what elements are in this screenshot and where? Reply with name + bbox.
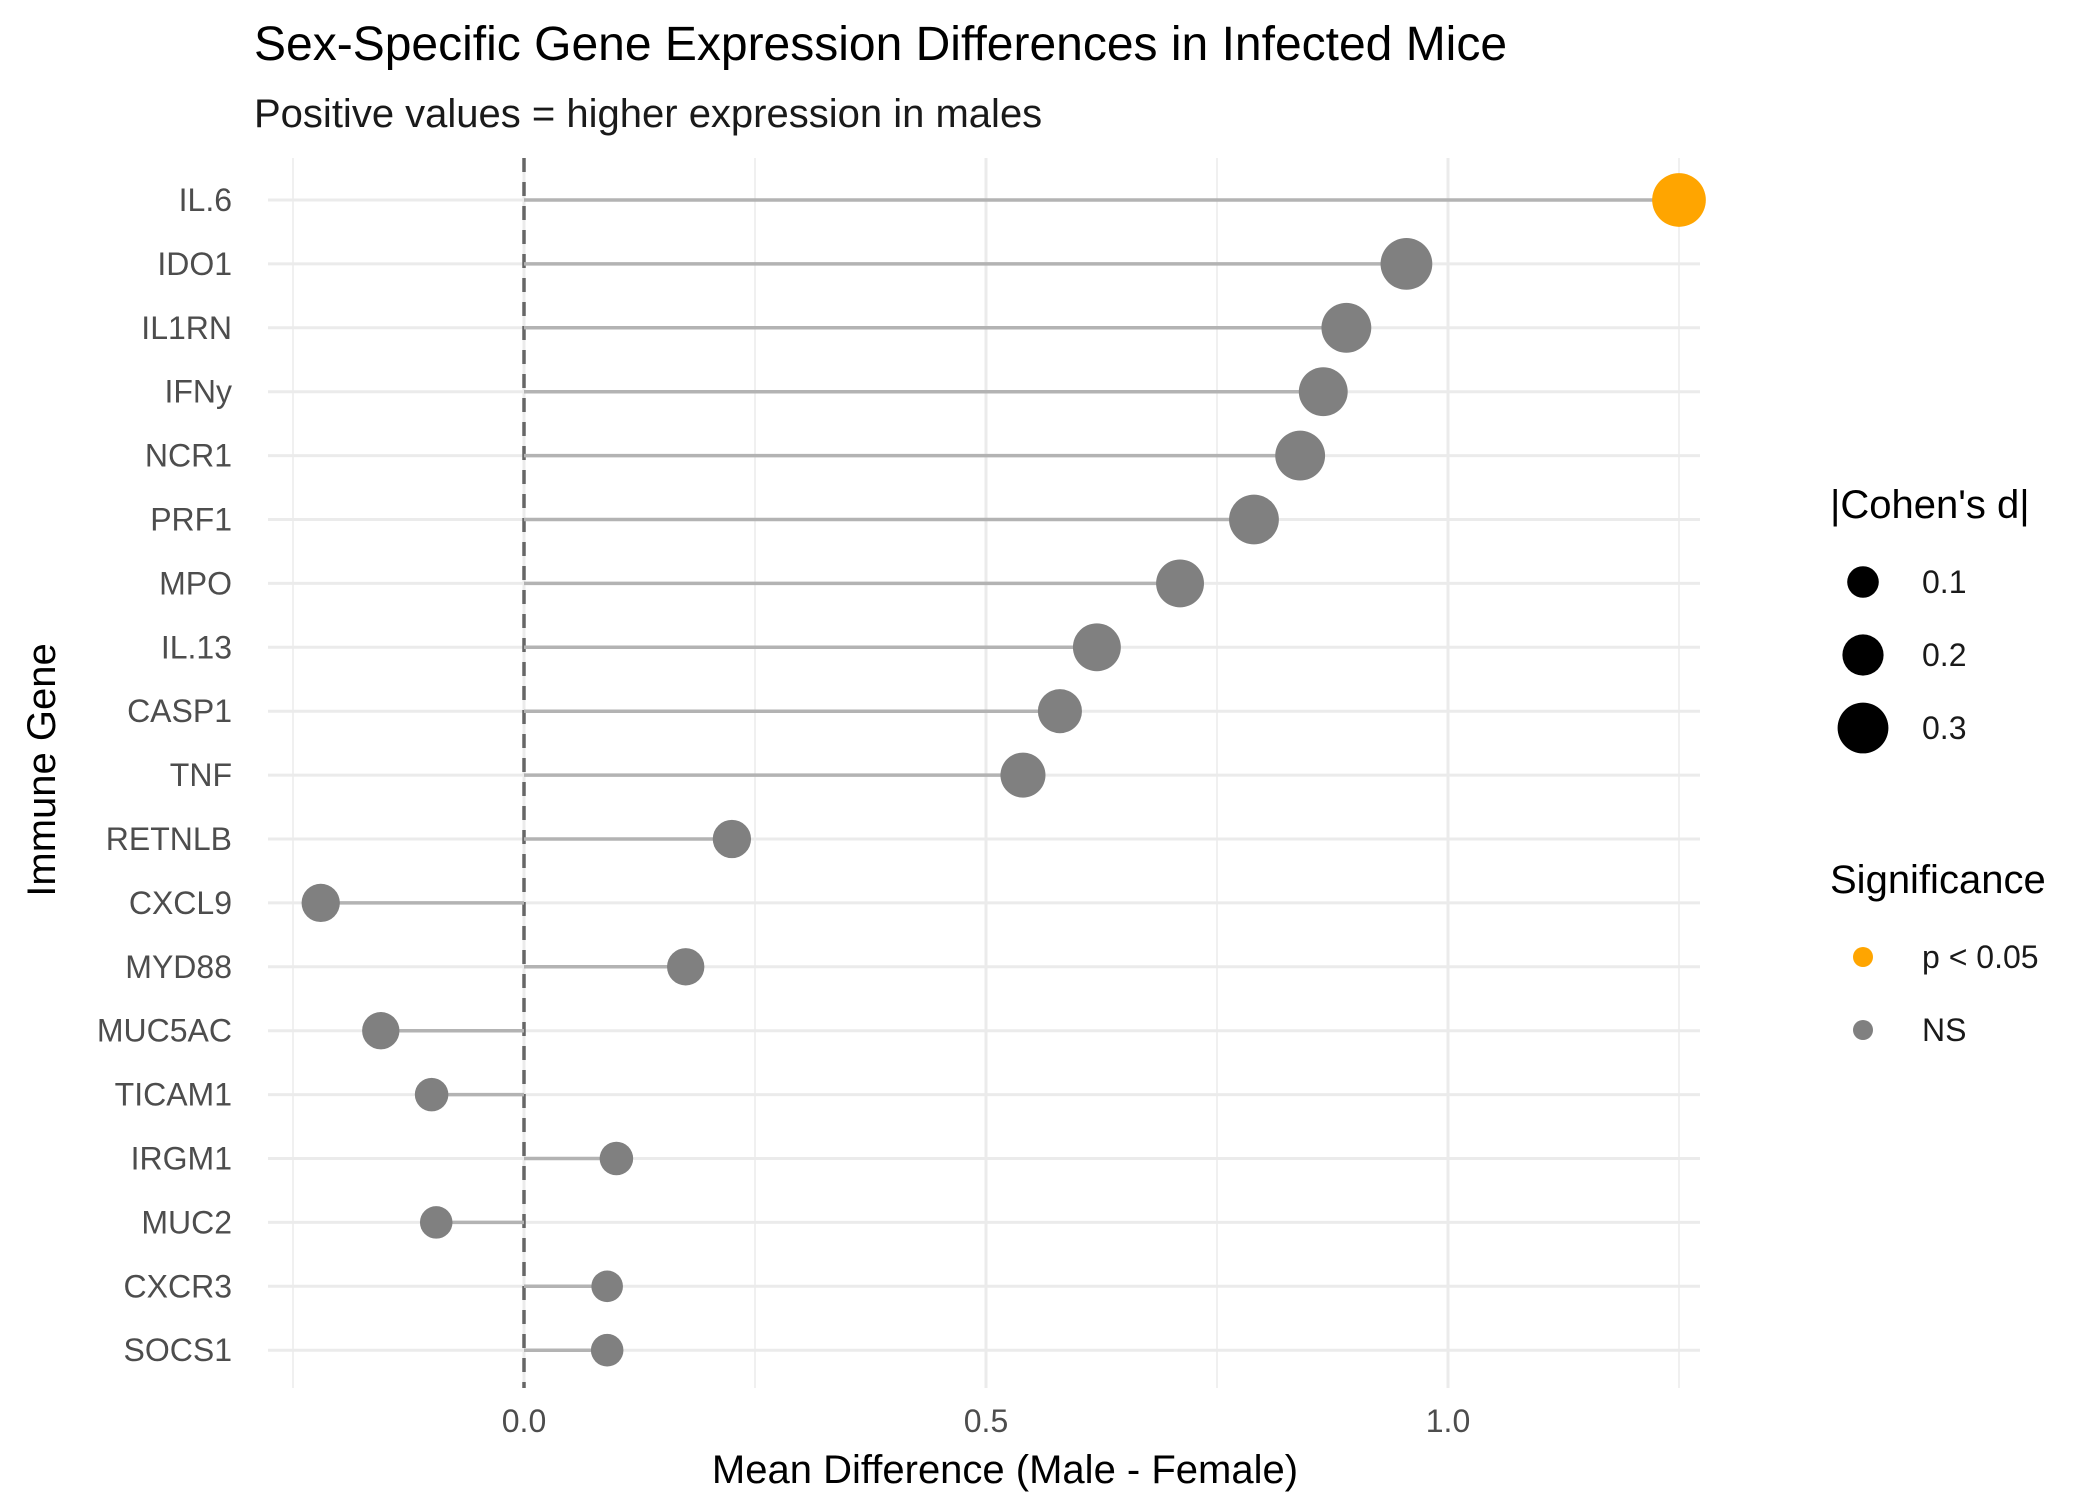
y-tick-label: IRGM1 xyxy=(131,1141,232,1177)
grid-layer xyxy=(268,158,1700,1388)
y-tick-label: IL.13 xyxy=(161,629,232,665)
lollipop-point xyxy=(1275,430,1326,481)
size-legend-label: 0.2 xyxy=(1922,637,1966,673)
size-legend-label: 0.1 xyxy=(1922,564,1966,600)
color-legend: Significance p < 0.05 NS xyxy=(1830,858,2046,1048)
x-tick-labels: 0.0 0.5 1.0 xyxy=(502,1403,1470,1439)
lollipop-point xyxy=(301,883,340,923)
stem-layer xyxy=(320,198,1679,1352)
point-layer xyxy=(301,173,1706,1367)
y-tick-label: MUC5AC xyxy=(97,1013,232,1049)
lollipop-point xyxy=(667,948,705,986)
lollipop-point xyxy=(1037,689,1082,734)
lollipop-point xyxy=(414,1077,449,1112)
y-tick-label: MUC2 xyxy=(141,1204,232,1240)
lollipop-point xyxy=(1156,559,1205,608)
y-tick-label: CXCR3 xyxy=(124,1268,232,1304)
y-tick-label: MPO xyxy=(159,565,232,601)
y-tick-label: IL1RN xyxy=(141,310,232,346)
x-tick-label: 0.0 xyxy=(502,1403,546,1439)
y-tick-label: PRF1 xyxy=(150,502,232,538)
size-legend: |Cohen's d| 0.1 0.2 0.3 xyxy=(1830,483,2030,754)
lollipop-point xyxy=(1000,752,1046,798)
lollipop-point xyxy=(1072,623,1121,672)
lollipop-point xyxy=(1652,173,1706,227)
y-tick-label: CASP1 xyxy=(127,693,232,729)
y-tick-label: NCR1 xyxy=(145,438,232,474)
lollipop-point xyxy=(419,1206,453,1239)
y-tick-label: CXCL9 xyxy=(129,885,232,921)
size-legend-key xyxy=(1847,566,1879,598)
size-legend-title: |Cohen's d| xyxy=(1830,483,2030,527)
y-tick-label: MYD88 xyxy=(125,949,232,985)
x-axis-title: Mean Difference (Male - Female) xyxy=(712,1448,1298,1492)
x-tick-label: 1.0 xyxy=(1426,1403,1470,1439)
y-tick-label: SOCS1 xyxy=(124,1332,232,1368)
lollipop-point xyxy=(590,1333,624,1367)
chart-title: Sex-Specific Gene Expression Differences… xyxy=(254,18,1507,71)
lollipop-point xyxy=(712,819,752,859)
x-tick-label: 0.5 xyxy=(964,1403,1008,1439)
lollipop-point xyxy=(591,1270,623,1303)
size-legend-key xyxy=(1842,634,1884,676)
color-legend-label: NS xyxy=(1922,1012,1966,1048)
y-tick-labels: IL.6 IDO1 IL1RN IFNy NCR1 PRF1 MPO IL.13 CASP1 TN… xyxy=(97,182,232,1368)
lollipop-point xyxy=(1380,238,1433,290)
y-tick-label: IL.6 xyxy=(179,182,232,218)
chart-subtitle: Positive values = higher expression in m… xyxy=(254,92,1042,136)
y-tick-label: RETNLB xyxy=(106,821,232,857)
y-tick-label: IDO1 xyxy=(157,246,232,282)
color-legend-key xyxy=(1853,1020,1873,1040)
y-tick-label: TICAM1 xyxy=(115,1077,232,1113)
lollipop-point xyxy=(1298,367,1348,417)
y-axis-title: Immune Gene xyxy=(20,643,64,896)
y-tick-label: IFNy xyxy=(164,374,232,410)
lollipop-point xyxy=(1321,302,1372,353)
lollipop-point xyxy=(362,1012,400,1050)
size-legend-label: 0.3 xyxy=(1922,710,1966,746)
lollipop-point xyxy=(599,1141,634,1176)
color-legend-title: Significance xyxy=(1830,858,2046,902)
lollipop-point xyxy=(1229,494,1279,545)
color-legend-key xyxy=(1853,947,1873,967)
size-legend-key xyxy=(1837,702,1889,754)
color-legend-label: p < 0.05 xyxy=(1922,939,2039,975)
y-tick-label: TNF xyxy=(170,757,232,793)
